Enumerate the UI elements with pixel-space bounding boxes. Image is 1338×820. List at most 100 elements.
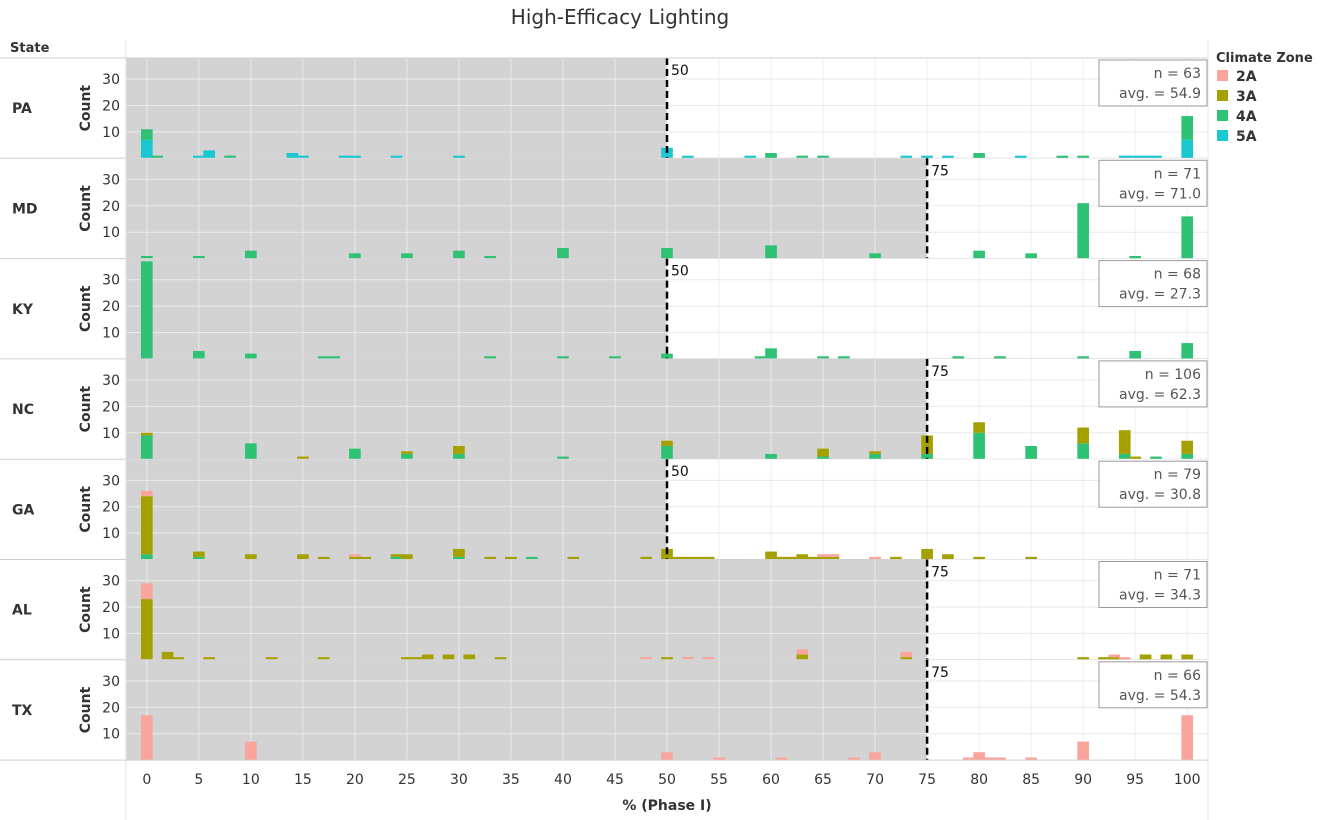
- y-tick-label: 20: [102, 299, 120, 315]
- bar-segment-3a: [161, 651, 174, 660]
- stats-box: [1098, 360, 1208, 408]
- bar-segment-4a: [317, 356, 330, 359]
- y-axis-label: Count: [78, 385, 94, 432]
- bar-segment-4a: [1056, 155, 1069, 159]
- y-axis-label: Count: [78, 285, 94, 332]
- stat-n: n = 71: [1154, 166, 1201, 182]
- bar-segment-3a: [1129, 456, 1141, 460]
- y-axis-label: Count: [78, 486, 94, 533]
- x-axis-label: % (Phase I): [622, 798, 711, 814]
- stat-avg: avg. = 62.3: [1119, 387, 1201, 403]
- y-tick-label: 10: [102, 526, 120, 542]
- bar-segment-4a: [661, 446, 673, 460]
- bar-segment-3a: [1108, 657, 1121, 660]
- bar-segment-4a: [1077, 203, 1089, 259]
- bar-segment-4a: [973, 432, 985, 460]
- bar-segment-4a: [869, 253, 881, 259]
- panel-tx: 75 n = 66 avg. = 54.3 10 20 30 Count TX: [0, 659, 1208, 761]
- y-tick-label: 30: [102, 172, 120, 188]
- bar-segment-5a: [390, 155, 403, 159]
- y-tick-label: 30: [102, 473, 120, 489]
- bar-segment-3a: [640, 556, 653, 560]
- bar-segment-4a: [140, 129, 153, 140]
- bar-segment-4a: [1181, 453, 1194, 460]
- bar-segment-4a: [390, 556, 403, 560]
- bar-segment-2a: [994, 757, 1006, 761]
- bar-segment-4a: [245, 353, 257, 359]
- y-axis-label: Count: [78, 185, 94, 232]
- legend-label-4a: 4A: [1236, 109, 1257, 125]
- below-threshold-region: [126, 158, 928, 259]
- stat-avg: avg. = 34.3: [1119, 588, 1201, 604]
- bar-segment-3a: [806, 556, 819, 560]
- stat-n: n = 79: [1154, 467, 1201, 483]
- bar-segment-4a: [1025, 253, 1037, 259]
- bar-segment-2a: [713, 757, 725, 761]
- bar-segment-4a: [754, 356, 767, 359]
- legend-swatch-2a: [1217, 70, 1228, 81]
- bar-segment-4a: [328, 356, 340, 359]
- bar-segment-2a: [140, 490, 153, 497]
- bar-segment-2a: [140, 583, 153, 600]
- stat-n: n = 71: [1154, 568, 1201, 584]
- bar-segment-3a: [172, 657, 184, 660]
- legend-label-3a: 3A: [1236, 89, 1257, 105]
- x-tick-label: 5: [194, 772, 203, 788]
- bar-segment-3a: [817, 556, 829, 560]
- bar-segment-3a: [453, 548, 465, 557]
- bar-segment-4a: [952, 356, 965, 359]
- bar-segment-5a: [1129, 155, 1141, 159]
- stats-box: [1098, 59, 1208, 107]
- bar-segment-3a: [453, 446, 465, 454]
- stat-avg: avg. = 27.3: [1119, 287, 1201, 303]
- legend-title: Climate Zone: [1216, 51, 1313, 66]
- bar-segment-4a: [765, 348, 777, 359]
- x-tick-label: 100: [1174, 772, 1201, 788]
- bar-segment-5a: [349, 155, 361, 159]
- bar-segment-3a: [921, 548, 933, 560]
- bar-segment-3a: [973, 556, 985, 560]
- bar-segment-4a: [609, 356, 621, 359]
- x-tick-label: 30: [450, 772, 468, 788]
- bar-segment-3a: [401, 554, 413, 560]
- y-tick-label: 20: [102, 600, 120, 616]
- y-tick-label: 20: [102, 99, 120, 115]
- bar-segment-3a: [567, 556, 580, 560]
- bar-segment-4a: [817, 155, 829, 159]
- y-tick-label: 10: [102, 326, 120, 342]
- state-label: GA: [12, 502, 34, 518]
- x-tick-label: 85: [1022, 772, 1040, 788]
- y-tick-label: 20: [102, 399, 120, 415]
- state-label: MD: [12, 201, 38, 217]
- bar-segment-4a: [140, 261, 153, 359]
- bar-segment-3a: [297, 456, 309, 460]
- state-label: KY: [12, 302, 34, 318]
- bar-segment-2a: [973, 752, 985, 761]
- y-tick-label: 30: [102, 72, 120, 88]
- bar-segment-4a: [838, 356, 850, 359]
- y-tick-label: 10: [102, 225, 120, 241]
- below-threshold-region: [126, 659, 928, 761]
- bar-segment-4a: [869, 453, 881, 460]
- bar-segment-3a: [1181, 440, 1194, 454]
- bar-segment-4a: [1129, 255, 1141, 259]
- bar-segment-3a: [890, 556, 902, 560]
- bar-segment-3a: [317, 657, 330, 660]
- bar-segment-5a: [942, 155, 954, 159]
- bar-segment-3a: [401, 657, 413, 660]
- bar-segment-2a: [1181, 715, 1194, 761]
- bar-segment-4a: [453, 250, 465, 259]
- bar-segment-3a: [869, 451, 881, 454]
- bar-segment-3a: [140, 599, 153, 660]
- bar-segment-3a: [900, 657, 913, 660]
- bar-segment-2a: [962, 757, 975, 761]
- stat-avg: avg. = 54.9: [1119, 86, 1201, 102]
- bar-segment-3a: [1077, 657, 1089, 660]
- bar-segment-2a: [900, 651, 913, 658]
- x-tick-label: 75: [918, 772, 936, 788]
- bar-segment-3a: [661, 548, 673, 560]
- bar-segment-2a: [349, 554, 361, 557]
- state-label: NC: [12, 402, 34, 418]
- y-tick-label: 30: [102, 674, 120, 690]
